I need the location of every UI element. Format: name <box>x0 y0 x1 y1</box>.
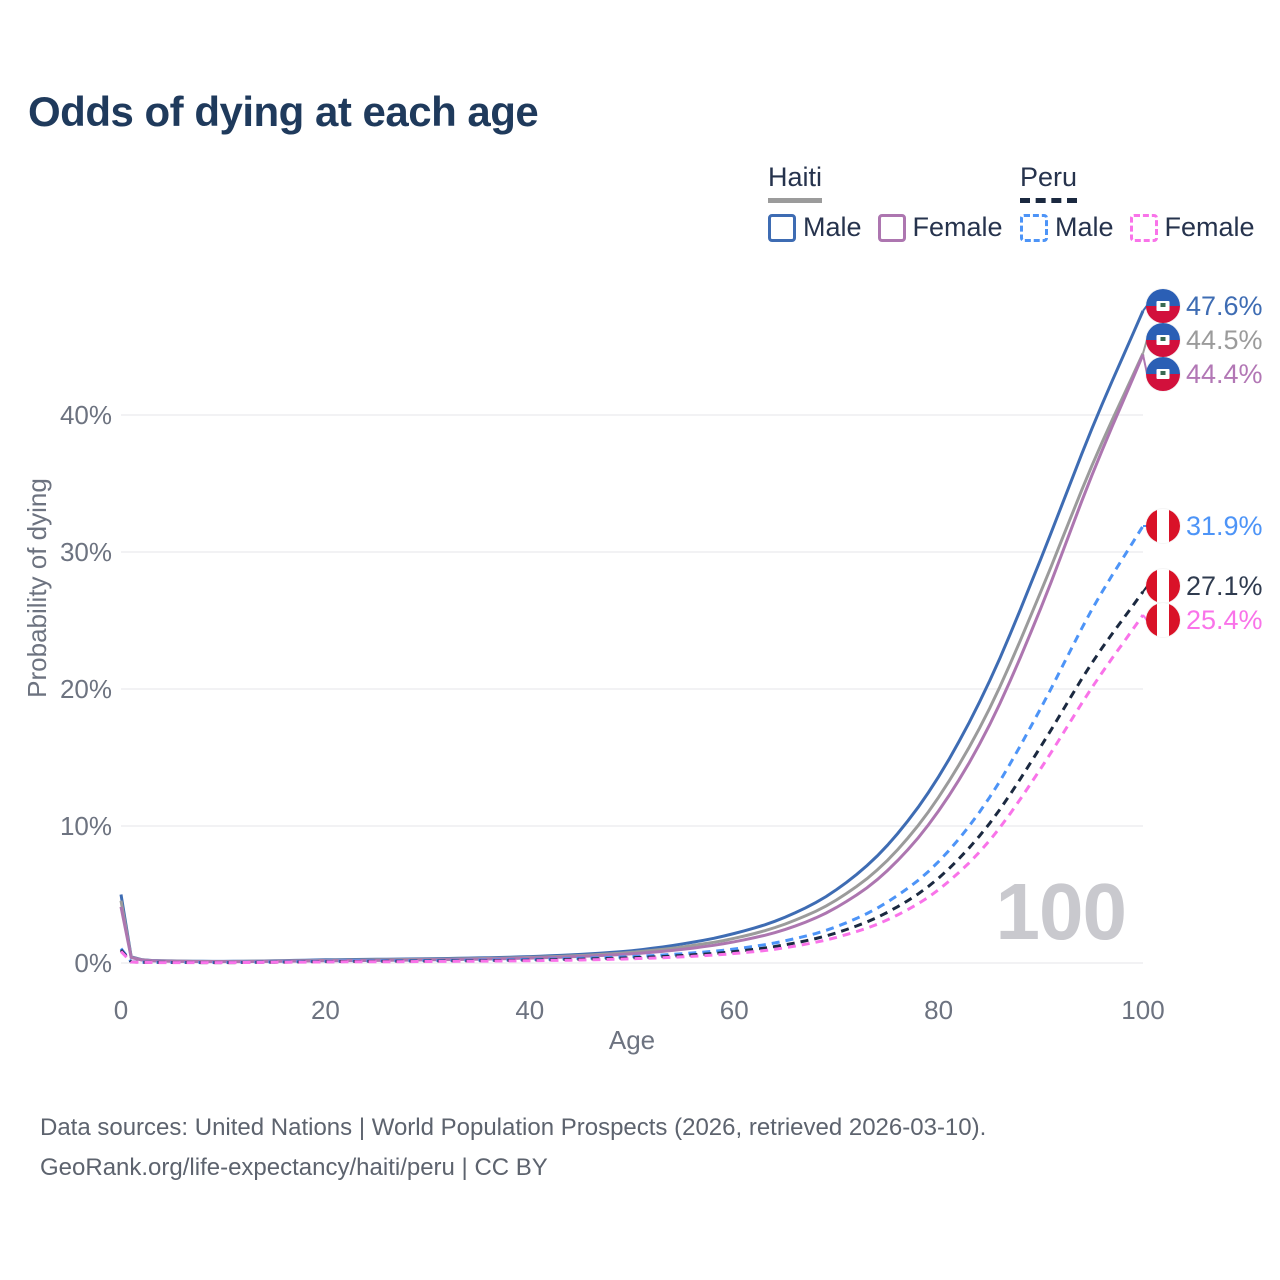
legend-item-haiti-male[interactable]: Male <box>768 212 862 243</box>
series-line-peru-male[interactable] <box>119 525 1145 964</box>
x-axis-ticks: 0 20 40 60 80 100 <box>114 995 1165 1025</box>
svg-text:0%: 0% <box>74 948 112 978</box>
legend-label-peru-female: Female <box>1164 212 1255 242</box>
svg-text:30%: 30% <box>60 537 112 567</box>
series-lines <box>119 310 1145 965</box>
legend-row-haiti: Male Female <box>768 212 1003 243</box>
series-line-haiti-male[interactable] <box>119 310 1145 963</box>
legend-label-peru-male: Male <box>1055 212 1114 242</box>
page-title: Odds of dying at each age <box>28 88 539 135</box>
legend-swatch-peru-female <box>1129 213 1158 242</box>
gridlines <box>121 414 1143 964</box>
svg-text:40%: 40% <box>60 400 112 430</box>
leader-lines <box>1142 304 1148 621</box>
footer-sources: Data sources: United Nations | World Pop… <box>40 1114 987 1141</box>
legend-swatch-peru-male <box>1020 213 1048 242</box>
svg-text:0: 0 <box>114 995 128 1025</box>
svg-text:20%: 20% <box>60 674 112 704</box>
legend-header-peru[interactable]: Peru <box>1020 162 1078 203</box>
series-line-haiti-both[interactable] <box>119 352 1145 963</box>
legend-item-peru-male[interactable]: Male <box>1020 212 1114 243</box>
legend-swatch-haiti-male <box>768 213 796 242</box>
legend-swatch-haiti-female <box>877 213 906 242</box>
legend-item-peru-female[interactable]: Female <box>1129 212 1255 243</box>
svg-text:20: 20 <box>311 995 340 1025</box>
footer-attribution: GeoRank.org/life-expectancy/haiti/peru |… <box>40 1154 548 1181</box>
svg-text:10%: 10% <box>60 811 112 841</box>
svg-text:100: 100 <box>1121 995 1164 1025</box>
svg-text:80: 80 <box>924 995 953 1025</box>
legend-group-haiti: Haiti Male Female <box>768 162 1003 243</box>
legend-header-haiti[interactable]: Haiti <box>768 162 823 203</box>
series-line-peru-female[interactable] <box>119 614 1145 965</box>
legend-label-haiti-female: Female <box>912 212 1003 242</box>
legend-label-haiti-male: Male <box>803 212 862 242</box>
legend-row-peru: Male Female <box>1020 212 1255 243</box>
svg-text:60: 60 <box>720 995 749 1025</box>
legend-group-peru: Peru Male Female <box>1020 162 1255 243</box>
age-watermark: 100 <box>995 867 1127 956</box>
legend-item-haiti-female[interactable]: Female <box>877 212 1003 243</box>
svg-text:40: 40 <box>515 995 544 1025</box>
y-axis-ticks: 0% 10% 20% 30% 40% <box>60 400 112 978</box>
footer: Data sources: United Nations | World Pop… <box>40 1108 986 1188</box>
series-line-haiti-female[interactable] <box>119 354 1145 964</box>
y-axis-title: Probability of dying <box>22 478 52 698</box>
x-axis-title: Age <box>609 1025 655 1055</box>
series-line-peru-both[interactable] <box>119 590 1145 965</box>
